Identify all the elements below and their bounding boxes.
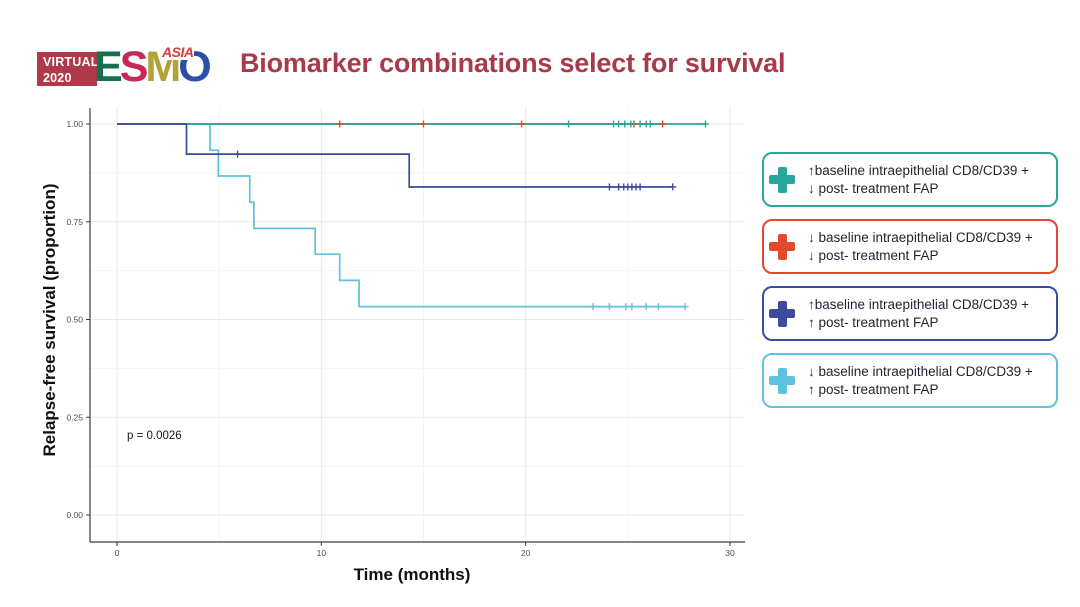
survival-curve-high-baseline-CD8CD39-high-FAP — [117, 123, 673, 188]
virtual-label: VIRTUAL — [43, 55, 99, 69]
legend-line-1: ↑baseline intraepithelial CD8/CD39 + — [808, 296, 1029, 312]
plus-marker-icon — [769, 367, 795, 394]
virtual-2020-badge: VIRTUAL 2020 — [37, 52, 99, 86]
legend-line-2: ↑ post- treatment FAP — [808, 314, 939, 330]
y-tick-label: 1.00 — [66, 119, 83, 129]
legend-line-2: ↓ post- treatment FAP — [808, 180, 939, 196]
x-tick-label: 10 — [317, 548, 327, 558]
legend-item-high-cd8-high-fap: ↑baseline intraepithelial CD8/CD39 + ↑ p… — [762, 286, 1058, 341]
esmo-letter-s: S — [119, 43, 149, 91]
x-tick-label: 30 — [725, 548, 735, 558]
legend: ↑baseline intraepithelial CD8/CD39 + ↓ p… — [762, 152, 1058, 420]
esmo-asia-logo: VIRTUAL 2020 ESMO ASIA — [37, 42, 212, 94]
plus-marker-icon — [769, 233, 795, 260]
page-title: Biomarker combinations select for surviv… — [240, 48, 786, 78]
esmo-letter-e: E — [94, 43, 123, 91]
legend-line-1: ↑baseline intraepithelial CD8/CD39 + — [808, 162, 1029, 178]
esmo-wordmark: ESMO — [94, 42, 212, 92]
legend-text: ↓ baseline intraepithelial CD8/CD39 + ↓ … — [808, 229, 1033, 265]
survival-curve-low-baseline-CD8CD39-high-FAP — [117, 123, 685, 308]
plus-marker-icon — [769, 166, 795, 193]
y-tick-label: 0.75 — [66, 217, 83, 227]
legend-line-2: ↑ post- treatment FAP — [808, 381, 939, 397]
legend-item-low-cd8-high-fap: ↓ baseline intraepithelial CD8/CD39 + ↑ … — [762, 353, 1058, 408]
p-value-label: p = 0.0026 — [127, 430, 182, 442]
legend-item-high-cd8-low-fap: ↑baseline intraepithelial CD8/CD39 + ↓ p… — [762, 152, 1058, 207]
legend-text: ↓ baseline intraepithelial CD8/CD39 + ↑ … — [808, 363, 1033, 399]
x-tick-label: 0 — [115, 548, 120, 558]
km-plot: 1.00 0.75 0.50 0.25 0.00 0 10 20 30 — [66, 108, 745, 558]
plus-marker-icon — [769, 300, 795, 327]
y-axis-label: Relapse-free survival (proportion) — [40, 183, 59, 457]
x-tick-label: 20 — [521, 548, 531, 558]
y-tick-label: 0.50 — [66, 315, 83, 325]
x-axis-label: Time (months) — [353, 565, 471, 584]
legend-text: ↑baseline intraepithelial CD8/CD39 + ↓ p… — [808, 162, 1029, 198]
y-tick-label: 0.00 — [66, 510, 83, 520]
legend-line-2: ↓ post- treatment FAP — [808, 247, 939, 263]
legend-item-low-cd8-low-fap: ↓ baseline intraepithelial CD8/CD39 + ↓ … — [762, 219, 1058, 274]
year-label: 2020 — [43, 70, 72, 85]
legend-line-1: ↓ baseline intraepithelial CD8/CD39 + — [808, 363, 1033, 379]
legend-line-1: ↓ baseline intraepithelial CD8/CD39 + — [808, 229, 1033, 245]
legend-text: ↑baseline intraepithelial CD8/CD39 + ↑ p… — [808, 296, 1029, 332]
y-tick-label: 0.25 — [66, 412, 83, 422]
asia-label: ASIA — [161, 44, 195, 60]
